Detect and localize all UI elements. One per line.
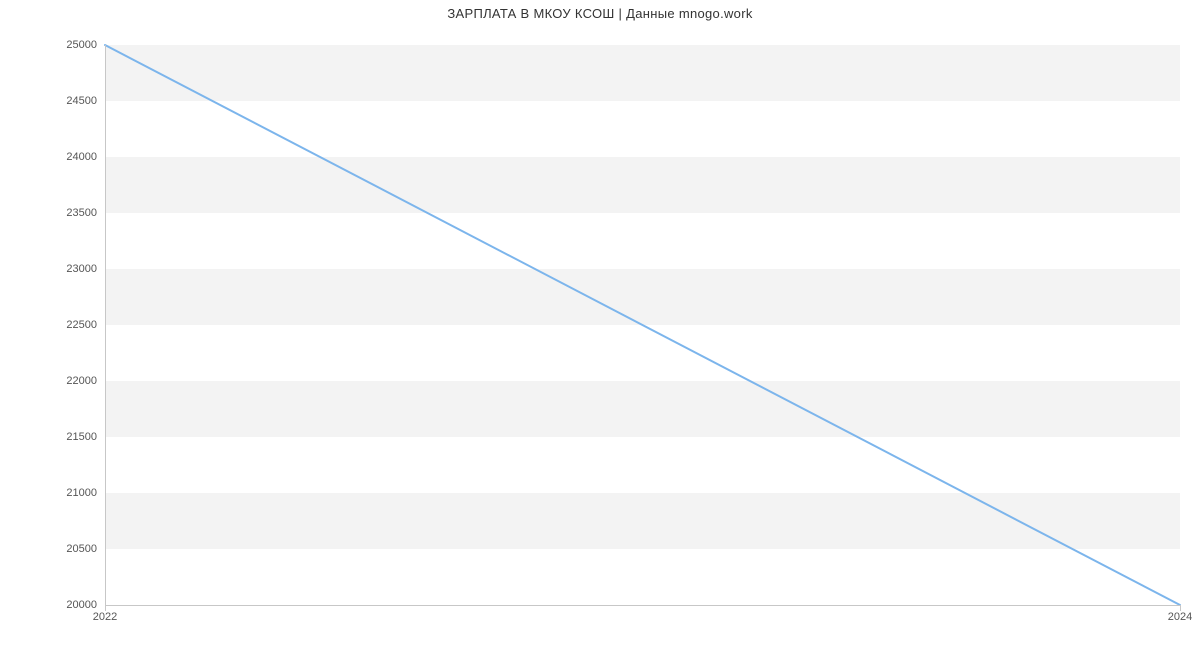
y-tick-label: 23500 [66, 207, 97, 219]
y-tick-label: 22000 [66, 375, 97, 387]
y-tick-label: 25000 [66, 39, 97, 51]
x-tick-mark [105, 605, 106, 611]
y-tick-label: 21500 [66, 431, 97, 443]
series-line-salary [105, 45, 1180, 605]
y-tick-label: 21000 [66, 487, 97, 499]
x-tick-label: 2024 [1168, 611, 1192, 623]
y-tick-label: 20500 [66, 543, 97, 555]
x-axis-line [105, 605, 1180, 606]
y-axis-line [105, 45, 106, 605]
x-tick-label: 2022 [93, 611, 117, 623]
y-tick-label: 20000 [66, 599, 97, 611]
salary-line-chart: ЗАРПЛАТА В МКОУ КСОШ | Данные mnogo.work… [0, 0, 1200, 650]
x-tick-mark [1180, 605, 1181, 611]
y-tick-label: 22500 [66, 319, 97, 331]
y-tick-label: 24500 [66, 95, 97, 107]
y-tick-label: 23000 [66, 263, 97, 275]
y-tick-label: 24000 [66, 151, 97, 163]
plot-area: 2000020500210002150022000225002300023500… [105, 45, 1180, 605]
chart-title: ЗАРПЛАТА В МКОУ КСОШ | Данные mnogo.work [0, 6, 1200, 21]
line-layer [105, 45, 1180, 605]
